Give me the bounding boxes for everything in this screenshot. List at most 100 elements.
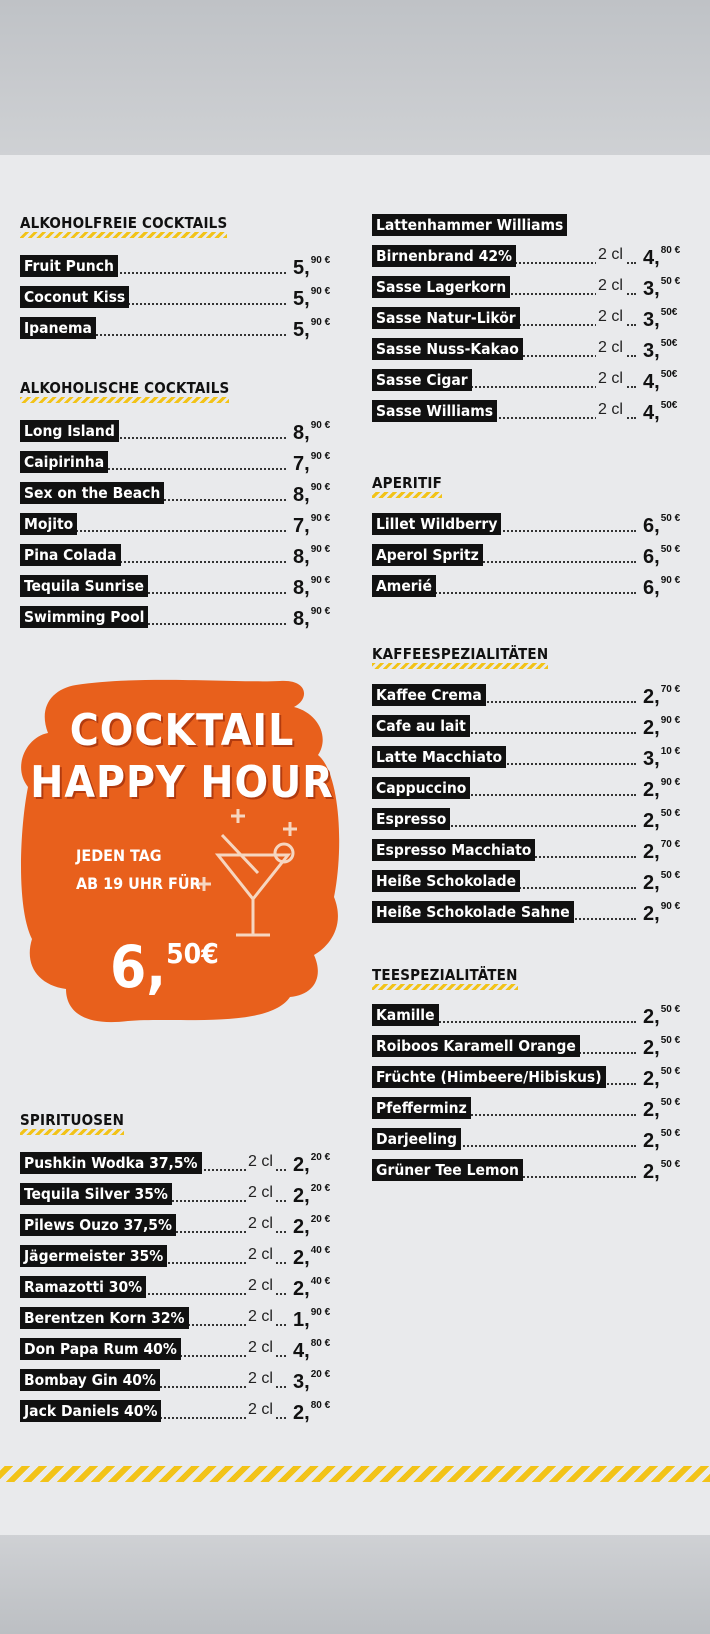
list-item: Sasse Williams 2 cl 4,50€ (372, 400, 692, 431)
item-price: 3,50€ (640, 338, 678, 363)
list-item: Jack Daniels 40% 2 cl 2,80 € (20, 1400, 342, 1431)
item-price: 7,90 € (290, 451, 331, 476)
item-name: Kaffee Crema (372, 684, 486, 706)
item-price: 5,90 € (290, 317, 331, 342)
list-item: Darjeeling 2,50 € (372, 1128, 692, 1159)
leader-dots (20, 623, 286, 625)
list-item: Ipanema 5,90 € (20, 317, 342, 348)
item-price: 4,50€ (640, 400, 678, 425)
list-spirituosen: Pushkin Wodka 37,5% 2 cl 2,20 € Tequila Sil… (20, 1152, 342, 1431)
item-name: Amerié (372, 575, 436, 597)
item-price: 3,10 € (640, 746, 681, 771)
list-item: Jägermeister 35% 2 cl 2,40 € (20, 1245, 342, 1276)
list-item: Pfefferminz 2,50 € (372, 1097, 692, 1128)
leader-dots (372, 1114, 636, 1116)
list-item: Caipirinha 7,90 € (20, 451, 342, 482)
leader-dots (20, 530, 286, 532)
item-name: Sex on the Beach (20, 482, 165, 504)
list-item: Pushkin Wodka 37,5% 2 cl 2,20 € (20, 1152, 342, 1183)
leader-dots (372, 592, 636, 594)
item-name: Ipanema (20, 317, 96, 339)
item-name: Birnenbrand 42% (372, 245, 517, 267)
list-kaffeespezialitaeten: Kaffee Crema 2,70 € Cafe au lait 2,90 € Latt… (372, 684, 692, 932)
list-item: Sasse Lagerkorn 2 cl 3,50 € (372, 276, 692, 307)
list-item: Don Papa Rum 40% 2 cl 4,80 € (20, 1338, 342, 1369)
item-price: 3,20 € (290, 1369, 331, 1394)
item-name: Ramazotti 30% (20, 1276, 147, 1298)
list-alkoholische-cocktails: Long Island 8,90 € Caipirinha 7,90 € Sex on … (20, 420, 342, 637)
list-item: Long Island 8,90 € (20, 420, 342, 451)
item-name: Bombay Gin 40% (20, 1369, 160, 1391)
item-size: 2 cl (246, 1277, 275, 1295)
item-price: 2,20 € (290, 1152, 331, 1177)
item-name: Fruit Punch (20, 255, 118, 277)
item-name: Darjeeling (372, 1128, 462, 1150)
item-size: 2 cl (246, 1246, 275, 1264)
item-price: 4,80 € (290, 1338, 331, 1363)
happy-hour-badge: COCKTAIL HAPPY HOUR JEDEN TAG AB 19 UHR … (18, 677, 346, 1032)
item-name: Jägermeister 35% (20, 1245, 168, 1267)
section-title-teespezialitaeten: TEESPEZIALITÄTEN (372, 966, 518, 990)
item-name: Roiboos Karamell Orange (372, 1035, 580, 1057)
item-name: Tequila Sunrise (20, 575, 148, 597)
section-title-spirituosen: SPIRITUOSEN (20, 1111, 125, 1135)
happy-hour-price: 6,50€ (110, 933, 219, 1001)
item-name: Cappuccino (372, 777, 471, 799)
leader-dots (372, 732, 636, 734)
list-item: Coconut Kiss 5,90 € (20, 286, 342, 317)
item-name: Früchte (Himbeere/Hibiskus) (372, 1066, 606, 1088)
list-item: Ramazotti 30% 2 cl 2,40 € (20, 1276, 342, 1307)
section-title-aperitif: APERITIF (372, 474, 443, 498)
item-size: 2 cl (246, 1184, 275, 1202)
item-name: Espresso (372, 808, 451, 830)
leader-dots (372, 794, 636, 796)
item-name: Heiße Schokolade (372, 870, 521, 892)
item-price: 2,40 € (290, 1245, 331, 1270)
item-size: 2 cl (596, 370, 625, 388)
list-item: Tequila Silver 35% 2 cl 2,20 € (20, 1183, 342, 1214)
item-price: 1,90 € (290, 1307, 331, 1332)
list-item: Amerié 6,90 € (372, 575, 692, 606)
item-price: 7,90 € (290, 513, 331, 538)
item-size: 2 cl (246, 1215, 275, 1233)
list-spirits-right: Lattenhammer Williams (372, 214, 692, 245)
item-price: 2,50 € (640, 1066, 681, 1091)
happy-hour-sub-line2: AB 19 UHR FÜR (76, 874, 201, 893)
list-aperitif: Lillet Wildberry 6,50 € Aperol Spritz 6,50 … (372, 513, 692, 606)
item-price: 8,90 € (290, 420, 331, 445)
leader-dots (20, 468, 286, 470)
cocktail-glass-icon (197, 809, 297, 937)
item-price: 6,50 € (640, 544, 681, 569)
item-size: 2 cl (246, 1308, 275, 1326)
leader-dots (20, 437, 286, 439)
item-price: 2,50 € (640, 1035, 681, 1060)
item-name: Pina Colada (20, 544, 121, 566)
leader-dots (372, 417, 636, 419)
leader-dots (372, 825, 636, 827)
item-price: 2,50 € (640, 808, 681, 833)
item-name: Grüner Tee Lemon (372, 1159, 523, 1181)
item-name: Lillet Wildberry (372, 513, 502, 535)
list-item: Fruit Punch 5,90 € (20, 255, 342, 286)
leader-dots (20, 592, 286, 594)
leader-dots (20, 303, 286, 305)
item-name: Swimming Pool (20, 606, 149, 628)
item-size: 2 cl (246, 1370, 275, 1388)
leader-dots (372, 386, 636, 388)
item-price: 2,70 € (640, 684, 681, 709)
list-item: Lillet Wildberry 6,50 € (372, 513, 692, 544)
leader-dots (372, 1145, 636, 1147)
item-name: Heiße Schokolade Sahne (372, 901, 574, 923)
item-price: 2,20 € (290, 1214, 331, 1239)
item-name: Cafe au lait (372, 715, 470, 737)
item-size: 2 cl (596, 246, 625, 264)
list-item: Berentzen Korn 32% 2 cl 1,90 € (20, 1307, 342, 1338)
item-price: 3,50 € (640, 276, 681, 301)
item-price: 6,50 € (640, 513, 681, 538)
item-name: Long Island (20, 420, 119, 442)
item-name: Pushkin Wodka 37,5% (20, 1152, 202, 1174)
item-size: 2 cl (596, 401, 625, 419)
list-item: Espresso 2,50 € (372, 808, 692, 839)
item-name: Pfefferminz (372, 1097, 471, 1119)
item-price: 5,90 € (290, 255, 331, 280)
